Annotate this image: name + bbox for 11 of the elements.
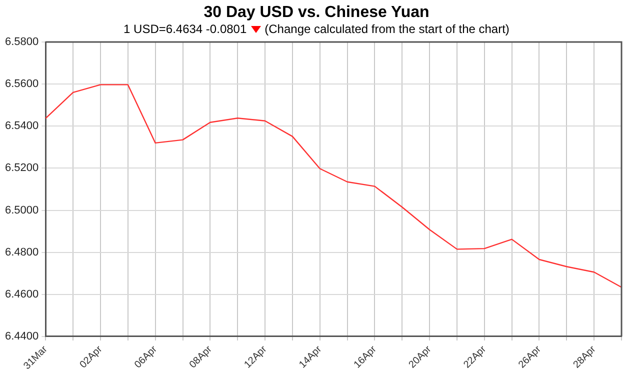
y-tick-label: 6.5600: [4, 78, 39, 90]
y-tick-label: 6.5200: [4, 162, 39, 174]
y-tick-label: 6.5400: [4, 120, 39, 132]
text: (Change calculated from the start of the chart): [264, 22, 510, 36]
y-tick-label: 6.5800: [4, 36, 39, 48]
y-tick-label: 6.4800: [4, 246, 39, 258]
chart-subtitle: 1 USD=6.4634 -0.0801: [124, 22, 247, 36]
y-tick-label: 6.4400: [4, 330, 39, 343]
chart-title: 30 Day USD vs. Chinese Yuan: [202, 4, 430, 22]
y-tick-label: 6.4600: [4, 288, 39, 300]
y-tick-label: 6.5000: [4, 204, 39, 216]
